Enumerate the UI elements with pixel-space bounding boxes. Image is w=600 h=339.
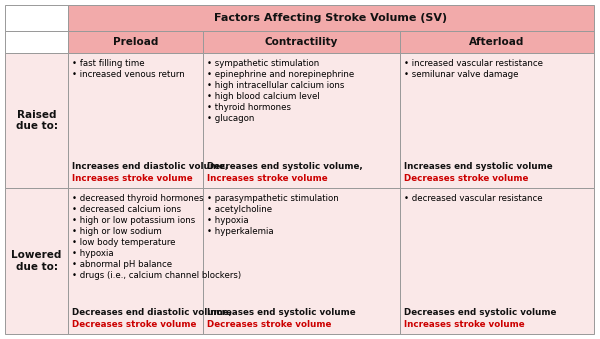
Text: Decreases stroke volume: Decreases stroke volume <box>72 320 196 329</box>
Bar <box>5 5 68 31</box>
Text: • increased vascular restistance: • increased vascular restistance <box>404 59 543 68</box>
Text: • increased venous return: • increased venous return <box>72 70 185 79</box>
Text: Increases end systolic volume: Increases end systolic volume <box>404 162 553 171</box>
Text: Increases stroke volume: Increases stroke volume <box>207 174 328 183</box>
Text: • fast filling time: • fast filling time <box>72 59 145 68</box>
Text: • epinephrine and norepinephrine: • epinephrine and norepinephrine <box>207 70 354 79</box>
Text: • low body temperature: • low body temperature <box>72 238 176 247</box>
Text: Increases stroke volume: Increases stroke volume <box>404 320 524 329</box>
Text: Lowered
due to:: Lowered due to: <box>11 250 62 272</box>
Bar <box>5 53 68 188</box>
Text: • thyroid hormones: • thyroid hormones <box>207 103 291 112</box>
Text: • hyperkalemia: • hyperkalemia <box>207 227 274 236</box>
Text: Preload: Preload <box>113 37 158 47</box>
Text: Increases end systolic volume: Increases end systolic volume <box>207 308 356 317</box>
Bar <box>5 31 68 53</box>
Bar <box>5 188 68 334</box>
Bar <box>400 53 594 188</box>
Bar <box>68 5 594 31</box>
Text: Decreases end systolic volume,: Decreases end systolic volume, <box>207 162 363 171</box>
Text: • decreased vascular resistance: • decreased vascular resistance <box>404 194 542 203</box>
Text: • high or low sodium: • high or low sodium <box>72 227 162 236</box>
Bar <box>400 188 594 334</box>
Text: • glucagon: • glucagon <box>207 114 254 123</box>
Text: • parasympathetic stimulation: • parasympathetic stimulation <box>207 194 339 203</box>
Text: • hypoxia: • hypoxia <box>207 216 248 225</box>
Text: • semilunar valve damage: • semilunar valve damage <box>404 70 518 79</box>
Bar <box>203 53 400 188</box>
Bar <box>68 188 203 334</box>
Bar <box>68 53 203 188</box>
Text: • high or low potassium ions: • high or low potassium ions <box>72 216 195 225</box>
Text: Factors Affecting Stroke Volume (SV): Factors Affecting Stroke Volume (SV) <box>214 13 448 23</box>
Text: • drugs (i.e., calcium channel blockers): • drugs (i.e., calcium channel blockers) <box>72 271 241 280</box>
Text: • high intracellular calcium ions: • high intracellular calcium ions <box>207 81 344 90</box>
Text: Decreases end diastolic volume,: Decreases end diastolic volume, <box>72 308 232 317</box>
Text: • abnormal pH balance: • abnormal pH balance <box>72 260 172 269</box>
Text: • acetylcholine: • acetylcholine <box>207 205 272 214</box>
Text: • high blood calcium level: • high blood calcium level <box>207 92 320 101</box>
Text: Decreases stroke volume: Decreases stroke volume <box>404 174 529 183</box>
Text: Increases stroke volume: Increases stroke volume <box>72 174 193 183</box>
Text: Contractility: Contractility <box>265 37 338 47</box>
Bar <box>203 188 400 334</box>
Bar <box>400 31 594 53</box>
Text: Decreases end systolic volume: Decreases end systolic volume <box>404 308 556 317</box>
Bar <box>68 31 203 53</box>
Text: • sympathetic stimulation: • sympathetic stimulation <box>207 59 319 68</box>
Bar <box>203 31 400 53</box>
Text: Decreases stroke volume: Decreases stroke volume <box>207 320 331 329</box>
Text: • decreased thyroid hormones: • decreased thyroid hormones <box>72 194 203 203</box>
Text: Raised
due to:: Raised due to: <box>16 110 58 131</box>
Text: • decreased calcium ions: • decreased calcium ions <box>72 205 181 214</box>
Text: Afterload: Afterload <box>469 37 524 47</box>
Text: Increases end diastolic volume,: Increases end diastolic volume, <box>72 162 228 171</box>
Text: • hypoxia: • hypoxia <box>72 249 113 258</box>
